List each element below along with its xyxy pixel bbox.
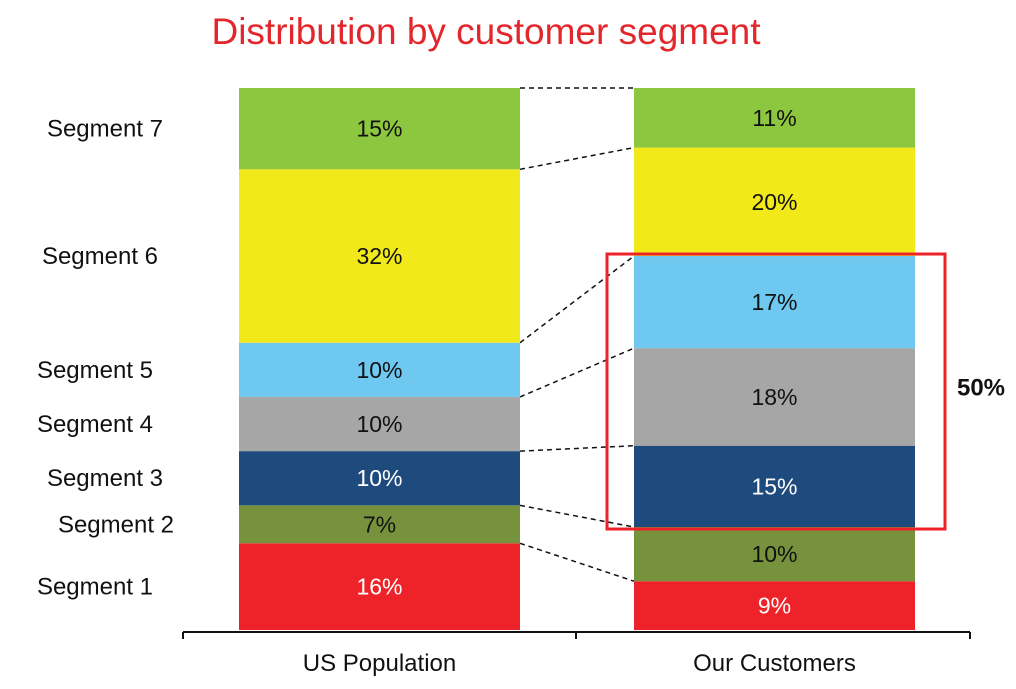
segment-label: Segment 6 — [42, 243, 158, 270]
data-label: 10% — [356, 411, 402, 437]
data-label: 7% — [363, 511, 396, 537]
segment-label: Segment 1 — [37, 574, 153, 601]
segment-label: Segment 5 — [37, 357, 153, 384]
data-label: 17% — [751, 289, 797, 315]
bar-us-population-segment-4 — [239, 396, 520, 452]
segment-label: Segment 7 — [47, 116, 163, 143]
value-labels: 16% 7% 10% 10% 10% 32% 15% 9% 10% 15% 18% 17% 20% 11% — [356, 105, 797, 619]
connector-line — [519, 444, 635, 452]
bar-our-customers-segment-4 — [634, 348, 915, 446]
segment-label: Segment 4 — [37, 411, 153, 438]
bar-us-population-segment-1 — [239, 543, 520, 630]
connector-line — [519, 146, 635, 171]
category-label: Our Customers — [693, 650, 856, 677]
bar-our-customers-segment-2 — [634, 527, 915, 582]
bar-us-population-segment-6 — [239, 169, 520, 343]
data-label: 16% — [356, 574, 402, 600]
data-label: 32% — [356, 243, 402, 269]
bar-segments — [239, 88, 915, 630]
connector-line — [519, 542, 635, 582]
connector-line — [519, 255, 635, 344]
x-axis: US Population Our Customers — [182, 631, 971, 677]
data-label: 9% — [758, 593, 791, 619]
bar-our-customers-segment-7 — [634, 88, 915, 148]
highlight-box — [605, 252, 947, 531]
segment-labels: Segment 1 Segment 2 Segment 3 Segment 4 Segm… — [37, 116, 174, 601]
data-label: 10% — [751, 541, 797, 567]
data-label: 10% — [356, 465, 402, 491]
highlight-box-group: 50% — [605, 252, 1005, 531]
bar-us-population-segment-7 — [239, 88, 520, 170]
highlight-label: 50% — [957, 375, 1005, 402]
connector-line — [519, 504, 635, 528]
data-label: 15% — [751, 473, 797, 499]
segment-label: Segment 2 — [58, 511, 174, 538]
category-label: US Population — [303, 650, 456, 677]
data-label: 18% — [751, 384, 797, 410]
bar-us-population-segment-5 — [239, 342, 520, 397]
data-label: 11% — [752, 105, 796, 131]
bar-us-population-segment-2 — [239, 505, 520, 544]
bar-our-customers-segment-6 — [634, 147, 915, 257]
bar-our-customers-segment-3 — [634, 445, 915, 528]
data-label: 20% — [751, 189, 797, 215]
bar-our-customers-segment-5 — [634, 256, 915, 349]
data-label: 10% — [356, 357, 402, 383]
bar-us-population-segment-3 — [239, 451, 520, 506]
connector-line — [519, 347, 635, 398]
data-label: 15% — [356, 116, 402, 142]
segment-label: Segment 3 — [47, 465, 163, 492]
chart-title: Distribution by customer segment — [211, 11, 761, 52]
connector-lines — [519, 87, 635, 582]
bar-our-customers-segment-1 — [634, 581, 915, 630]
